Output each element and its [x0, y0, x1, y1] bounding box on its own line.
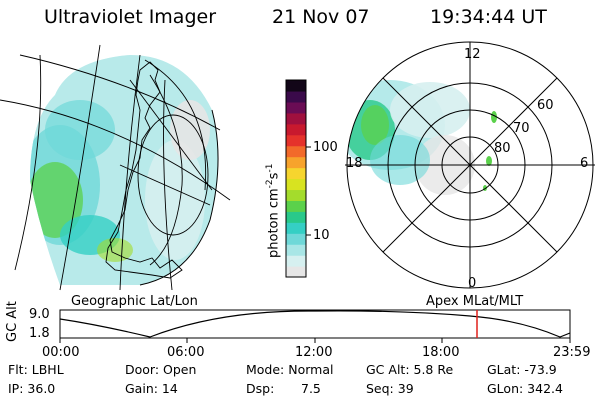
- geographic-grid: [0, 44, 231, 291]
- colorbar-step: [286, 189, 306, 201]
- colorbar-step: [286, 255, 306, 267]
- instrument-title: Ultraviolet Imager: [44, 6, 217, 28]
- left-aurora-image: [30, 55, 219, 285]
- lat-70-label: 70: [513, 121, 530, 136]
- geographic-label: Geographic Lat/Lon: [71, 294, 198, 309]
- door-info: Door: Open: [125, 362, 197, 377]
- colorbar-step: [286, 123, 306, 136]
- mlt-12-label: 12: [464, 47, 481, 62]
- colorbar-step: [286, 80, 306, 92]
- colorbar-step: [286, 244, 306, 256]
- colorbar-step: [286, 178, 306, 191]
- seq-info: Seq: 39: [366, 381, 414, 396]
- ip-info: IP: 36.0: [8, 381, 56, 396]
- xtick-1200: 12:00: [295, 345, 333, 360]
- altitude-curve: [59, 310, 571, 338]
- colorbar-step: [286, 90, 306, 103]
- colorbar-step: [286, 222, 306, 234]
- colorbar-step: [286, 266, 306, 278]
- mode-info: Mode: Normal: [246, 362, 334, 377]
- xtick-0600: 06:00: [167, 345, 205, 360]
- xtick-1800: 18:00: [422, 345, 460, 360]
- filter-info: Flt: LBHL: [8, 362, 64, 377]
- colorbar-step: [286, 145, 306, 158]
- alt-max-label: 9.0: [29, 307, 50, 322]
- time-label: 19:34:44 UT: [430, 6, 547, 28]
- mlt-0-label: 0: [468, 276, 477, 291]
- dsp-value: 7.5: [301, 381, 321, 396]
- gc-alt-info: GC Alt: 5.8 Re: [366, 362, 454, 377]
- glon-info: GLon: 342.4: [487, 381, 563, 396]
- coastline: [105, 61, 183, 279]
- colorbar-tick-10: 10: [313, 228, 330, 243]
- colorbar-step: [286, 156, 306, 169]
- xtick-0000: 00:00: [42, 345, 80, 360]
- lat-60-label: 60: [537, 98, 554, 113]
- colorbar-step: [286, 200, 306, 212]
- colorbar-gradient: [286, 80, 306, 278]
- mlt-6-label: 6: [580, 156, 589, 171]
- apex-label: Apex MLat/MLT: [426, 294, 524, 309]
- colorbar-step: [286, 112, 306, 125]
- colorbar-tick-100: 100: [313, 140, 338, 155]
- alt-axis-label: GC Alt: [5, 301, 20, 342]
- colorbar-step: [286, 167, 306, 180]
- colorbar-step: [286, 101, 306, 114]
- mlt-18-label: 18: [346, 156, 363, 171]
- polar-grid: [345, 41, 595, 289]
- gain-info: Gain: 14: [125, 381, 178, 396]
- date-label: 21 Nov 07: [272, 6, 370, 28]
- dsp-label: Dsp:: [246, 381, 275, 396]
- colorbar-step: [286, 134, 306, 147]
- xtick-2359: 23:59: [553, 345, 591, 360]
- colorbar-step: [286, 211, 306, 223]
- colorbar-step: [286, 233, 306, 245]
- glat-info: GLat: -73.9: [487, 362, 557, 377]
- alt-min-label: 1.8: [29, 326, 50, 341]
- lat-80-label: 80: [494, 141, 511, 156]
